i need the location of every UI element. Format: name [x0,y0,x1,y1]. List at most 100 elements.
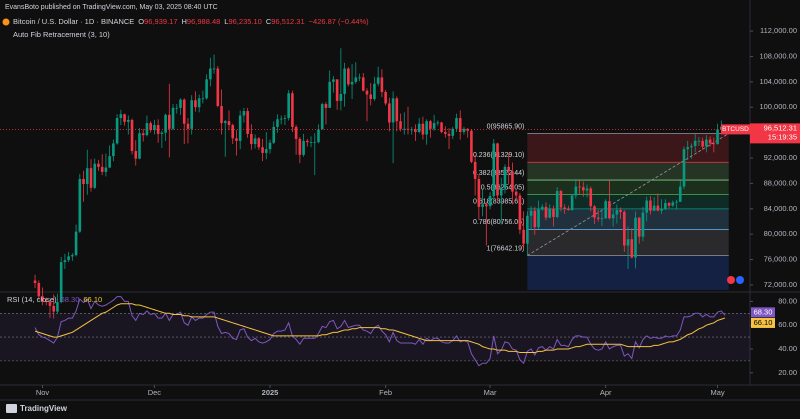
x-tick-label: Mar [484,388,497,397]
price-tag-label: 96,512.31 [764,123,797,132]
y-tick-label: 104,000.00 [759,77,797,86]
candle-body [425,121,428,135]
fib-zone [527,194,729,209]
price-tag [750,123,800,144]
candle-body [529,210,533,216]
candle-body [291,93,294,127]
candle-body [175,107,179,109]
ohlc-legend-item: 96,988.48 [187,17,220,26]
candle-body [268,142,272,150]
candle-body [324,104,328,108]
value-tag-label: 66.10 [754,318,773,327]
candle-body [664,203,667,209]
candle-body [37,283,41,297]
rsi-value: 68.30 [61,295,80,304]
event-icon[interactable] [727,276,735,284]
candle-body [309,142,313,143]
candle-body [264,149,268,153]
candle-body [708,139,712,144]
candle-body [645,200,648,213]
event-icon[interactable] [736,276,744,284]
candle-body [701,140,704,147]
candle-body [44,300,48,303]
y-tick-label: 92,000.00 [764,153,797,162]
candle-body [145,123,149,136]
candle-body [637,217,641,237]
candle-body [164,114,167,133]
candle-body [574,186,578,196]
candle-body [402,128,406,130]
candle-body [153,125,156,131]
candle-body [455,118,458,129]
x-tick-label: 2025 [262,388,279,397]
candle-body [395,98,399,122]
legend-line: Bitcoin / U.S. Dollar · 1D · BINANCE O96,… [13,17,369,26]
candle-body [78,178,82,232]
candle-body [492,143,496,197]
candle-body [414,129,417,132]
candle-body [581,187,585,191]
candle-body [611,214,615,219]
x-tick-label: May [710,388,724,397]
candle-body [231,125,235,139]
candle-body [462,128,466,132]
candle-body [641,212,645,237]
brand: TradingView [20,404,68,413]
candle-body [499,188,503,196]
candle-body [276,119,279,127]
countdown: 15:19:35 [768,132,797,141]
fib-zone [527,208,729,230]
ohlc-legend-item: 96,512.31 [271,17,304,26]
candle-body [552,208,555,218]
fib-trend [527,133,729,256]
rsi-line [34,303,726,354]
ohlc-legend-item: H [182,17,187,26]
candle-body [421,123,425,135]
candle-body [678,186,682,202]
candle-body [306,140,309,143]
candle-body [518,195,522,230]
y-tick-label: 20.00 [778,368,797,377]
value-tag-label: 68.30 [754,307,773,316]
candle-body [141,133,145,136]
fib-zone [527,162,729,181]
fib-label: 1(76642.19) [487,245,525,252]
candle-body [410,129,414,131]
x-tick-label: Apr [600,388,612,397]
candle-body [279,118,283,120]
candle-body [33,280,37,284]
candle-body [540,206,544,210]
y-tick-label: 40.00 [778,344,797,353]
candle-body [48,302,52,306]
candle-body [473,161,477,179]
candle-body [197,98,201,108]
candle-body [600,218,604,220]
candle-body [693,140,697,146]
candle-body [354,77,358,82]
candle-body [526,215,529,244]
candle-body [443,131,447,134]
candle-body [130,119,134,152]
candle-body [533,210,537,228]
fib-zone [527,180,729,195]
candle-body [343,68,346,94]
candle-body [74,231,78,256]
candle-body [261,147,264,153]
candle-body [417,123,421,132]
candle-body [335,79,339,101]
candle-body [52,305,56,312]
candle-body [71,255,74,257]
candle-body [481,204,484,207]
candle-body [108,156,111,168]
symbol-title: Bitcoin / U.S. Dollar · 1D · BINANCE [13,17,134,26]
rsi-title: RSI (14, close) [7,295,57,304]
candle-body [123,114,126,122]
publisher: EvansBoto published on TradingView.com, … [5,4,218,11]
candle-body [537,209,540,228]
candle-body [585,188,589,191]
candle-body [350,81,354,85]
symbol-tag-label: BTCUSD [722,126,749,133]
y-tick-label: 88,000.00 [764,178,797,187]
candle-body [555,191,559,218]
candle-body [559,191,563,208]
